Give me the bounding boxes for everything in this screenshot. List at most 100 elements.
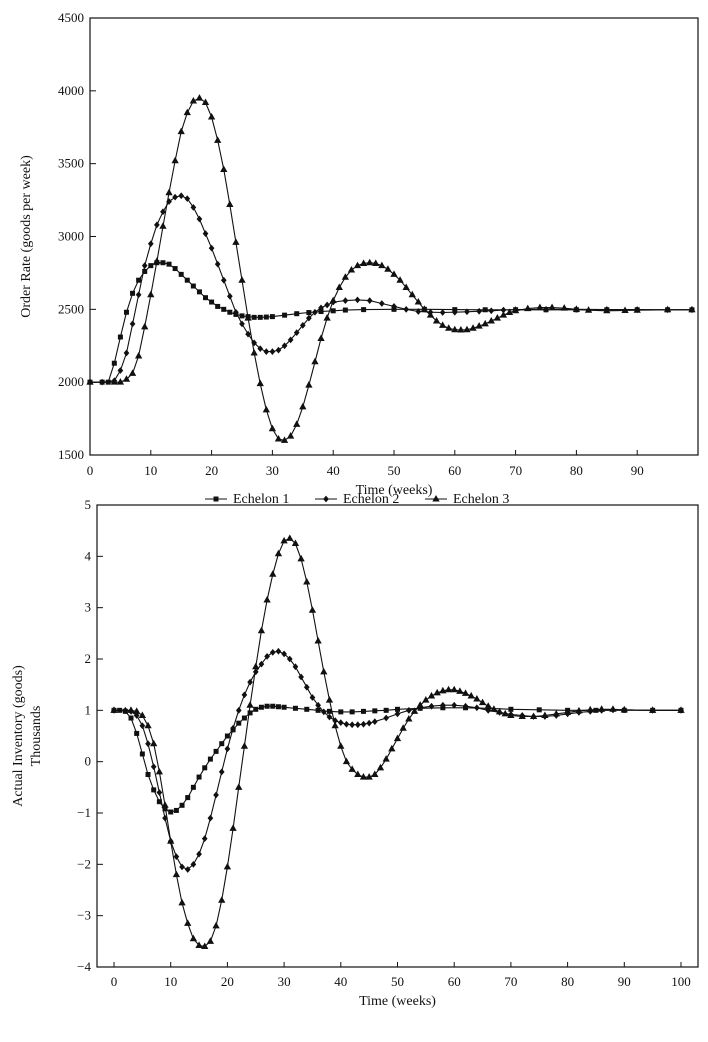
data-point: [444, 685, 453, 693]
data-point: [408, 290, 416, 298]
data-point: [263, 595, 271, 603]
data-point: [603, 306, 611, 314]
series-echelon-2: [111, 647, 684, 873]
data-point: [359, 773, 368, 780]
data-point: [286, 432, 295, 439]
data-point: [213, 791, 219, 799]
data-point: [354, 296, 361, 304]
data-point: [232, 238, 240, 245]
data-point: [184, 277, 190, 283]
data-point: [383, 714, 390, 722]
data-point: [292, 705, 298, 711]
data-point: [499, 311, 508, 318]
data-point: [293, 329, 300, 337]
data-point: [414, 298, 422, 305]
data-point: [440, 701, 446, 709]
data-point: [287, 336, 294, 344]
data-point: [264, 653, 270, 660]
data-point: [150, 763, 157, 771]
x-tick-label: 10: [144, 463, 157, 478]
data-point: [280, 436, 289, 443]
data-point: [648, 706, 657, 713]
data-point: [144, 721, 152, 729]
data-point: [269, 648, 276, 656]
data-point: [292, 663, 299, 671]
data-point: [415, 308, 422, 315]
data-point: [246, 701, 254, 708]
data-point: [490, 705, 498, 712]
data-point: [148, 263, 154, 269]
data-point: [224, 733, 230, 739]
data-point: [299, 402, 307, 410]
y-tick-label: 4: [85, 548, 92, 563]
y-tick-label: 4500: [58, 10, 84, 25]
data-point: [324, 301, 330, 309]
x-tick-label: 50: [388, 463, 401, 478]
series-echelon-2: [87, 192, 695, 386]
data-point: [257, 345, 264, 353]
data-point: [341, 273, 350, 280]
data-point: [147, 290, 155, 298]
data-point: [371, 770, 379, 777]
data-point: [337, 719, 344, 727]
data-point: [218, 896, 226, 903]
x-tick-label: 80: [570, 463, 583, 478]
legend-marker: [213, 496, 219, 502]
data-point: [482, 307, 488, 313]
data-point: [264, 703, 270, 709]
x-tick-label: 90: [618, 974, 631, 989]
data-point: [178, 898, 186, 906]
data-point: [253, 706, 259, 712]
data-point: [488, 307, 495, 315]
data-point: [306, 310, 312, 316]
data-point: [173, 807, 179, 813]
data-point: [196, 215, 203, 223]
data-point: [474, 704, 480, 712]
data-point: [552, 709, 560, 717]
data-point: [376, 763, 385, 771]
data-point: [575, 706, 583, 714]
data-point: [428, 702, 435, 710]
data-point: [233, 308, 239, 316]
data-point: [86, 378, 94, 385]
x-tick-label: 70: [509, 463, 522, 478]
data-point: [275, 647, 282, 655]
data-point: [439, 686, 447, 694]
data-point: [388, 744, 396, 752]
data-point: [213, 748, 219, 754]
legend-label: Echelon 3: [453, 492, 509, 507]
data-point: [467, 691, 475, 699]
data-point: [633, 306, 641, 313]
data-point: [410, 707, 419, 714]
y-tick-label: 3500: [58, 156, 84, 171]
data-point: [688, 305, 696, 313]
x-tick-label: 10: [164, 974, 177, 989]
data-point: [361, 307, 367, 313]
data-point: [308, 606, 317, 613]
data-point: [189, 97, 198, 104]
x-axis-title: Time (weeks): [359, 994, 436, 1009]
data-point: [326, 708, 332, 714]
legend-marker: [432, 494, 440, 502]
data-point: [141, 322, 149, 330]
data-point: [390, 270, 398, 277]
series-line: [114, 705, 681, 813]
data-point: [405, 715, 413, 722]
data-point: [360, 720, 367, 728]
data-point: [141, 262, 148, 270]
data-point: [366, 258, 374, 266]
data-point: [609, 705, 617, 712]
data-point: [439, 309, 446, 316]
data-point: [586, 705, 594, 713]
data-point: [136, 277, 142, 283]
data-point: [378, 261, 386, 269]
data-point: [501, 709, 509, 717]
data-point: [312, 308, 318, 316]
data-point: [218, 768, 225, 776]
data-point: [451, 325, 459, 333]
data-point: [291, 539, 300, 546]
data-point: [305, 381, 313, 388]
data-point: [268, 424, 277, 432]
data-point: [461, 689, 470, 696]
data-point: [240, 742, 249, 749]
